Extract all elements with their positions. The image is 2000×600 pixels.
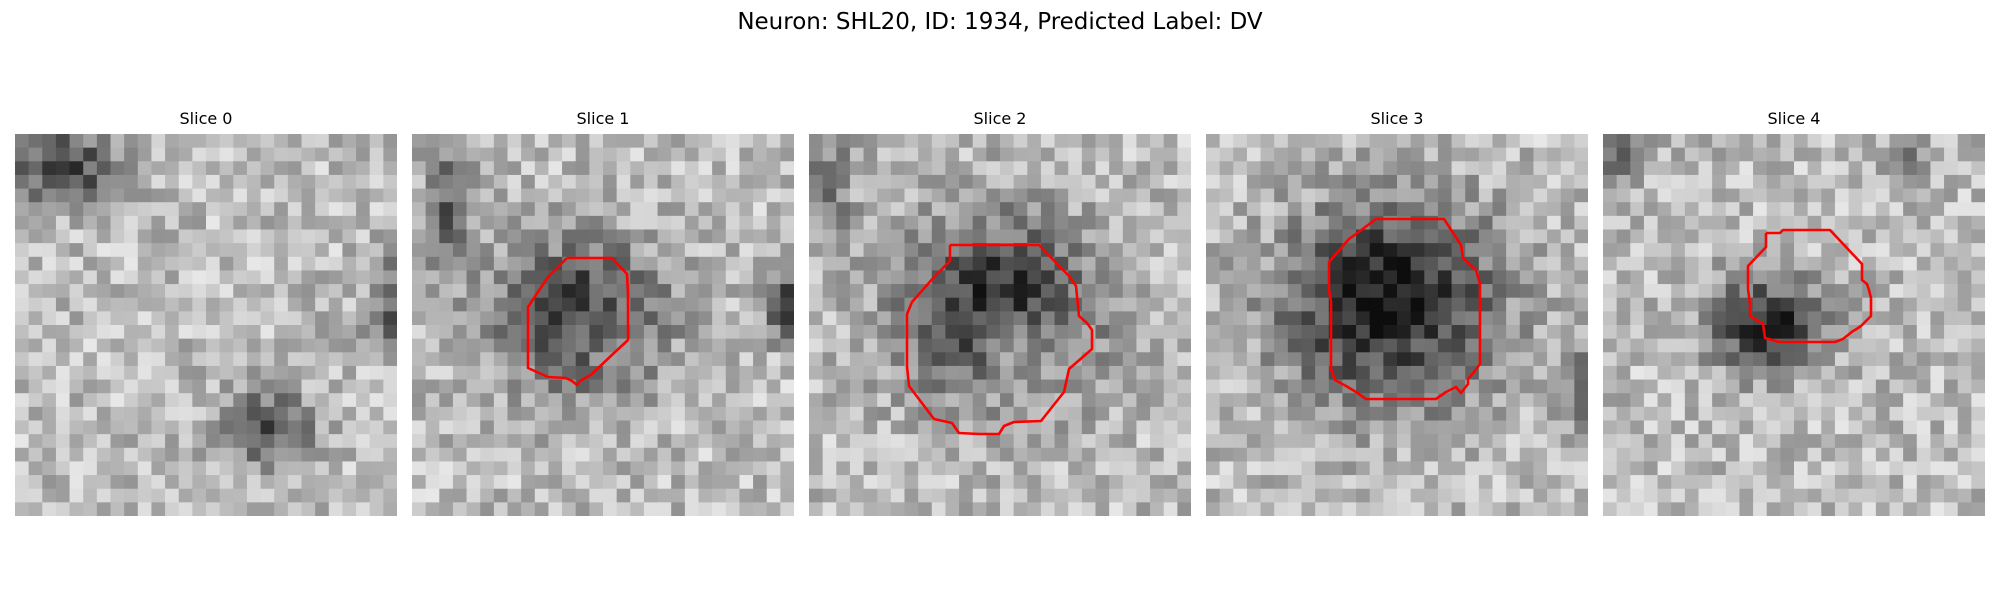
slice-title: Slice 1 [576, 109, 630, 128]
slice-image [1603, 134, 1985, 516]
slice-image [15, 134, 397, 516]
slice-image [1206, 134, 1588, 516]
slice-title: Slice 2 [973, 109, 1027, 128]
slice-title: Slice 3 [1370, 109, 1424, 128]
segmentation-contour [905, 243, 1094, 436]
segmentation-contour [1327, 217, 1482, 401]
slice-title: Slice 4 [1767, 109, 1821, 128]
segmentation-contour [1746, 228, 1873, 344]
figure-title: Neuron: SHL20, ID: 1934, Predicted Label… [737, 9, 1263, 35]
slice-image [809, 134, 1191, 516]
slice-title: Slice 0 [179, 109, 233, 128]
segmentation-contour [526, 256, 630, 387]
slice-image [412, 134, 794, 516]
